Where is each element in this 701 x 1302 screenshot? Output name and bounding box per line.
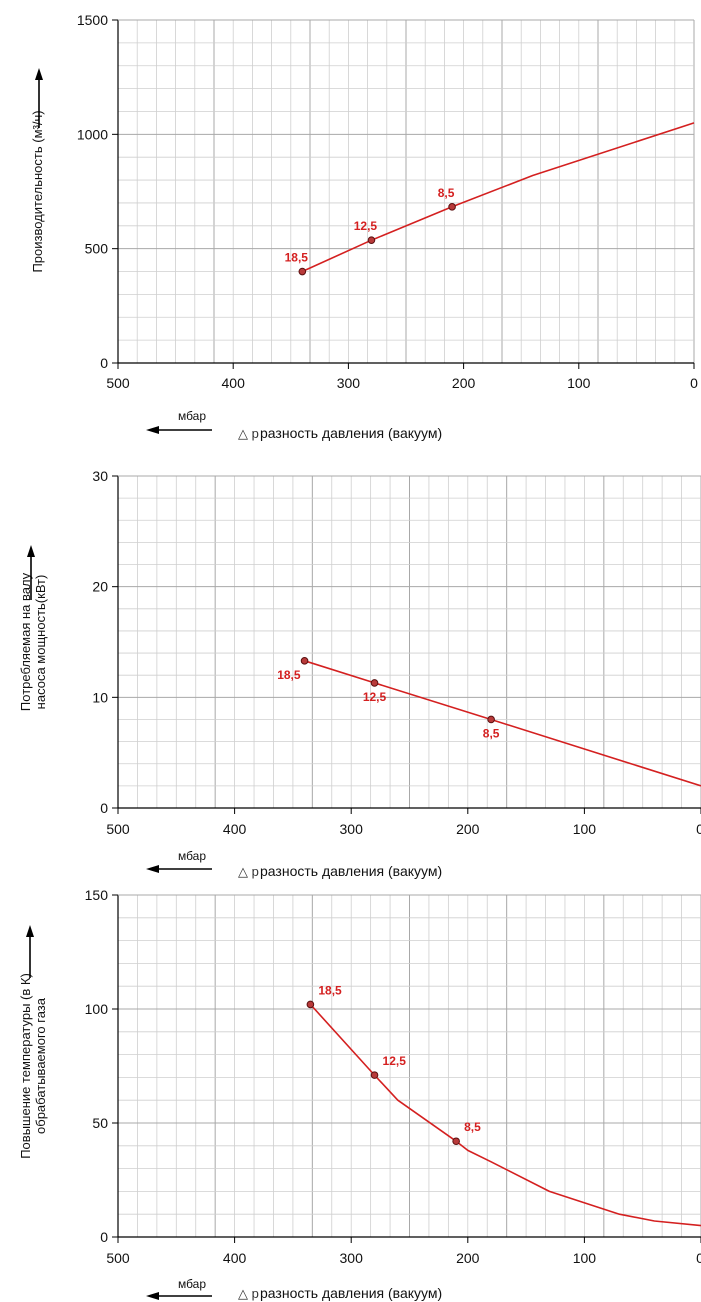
data-point (306, 1000, 315, 1009)
grid (117, 475, 701, 809)
data-point (300, 657, 309, 665)
x-direction-arrowhead (146, 1292, 159, 1300)
series-line (309, 1003, 701, 1227)
y-tick-label: 0 (100, 355, 108, 371)
x-unit-label: мбар (178, 409, 206, 423)
x-tick-label: 400 (223, 821, 247, 837)
x-axis-symbol: △ p (238, 426, 259, 441)
x-tick-label: 200 (456, 821, 480, 837)
y-tick-label: 20 (92, 579, 108, 595)
x-axis-label: разность давления (вакуум) (260, 425, 442, 441)
x-tick-label: 0 (690, 375, 698, 391)
x-tick-label: 400 (222, 375, 246, 391)
y-axis-label: Производительность (м³/ч) (30, 110, 45, 272)
chart-3: 0 50 100 150 500 400 300 200 100 0 мбар △ p разность… (18, 887, 701, 1301)
x-tick-label: 100 (573, 821, 597, 837)
chart-2: 0 10 20 30 500 400 300 200 100 0 мбар △ p разность д… (18, 468, 701, 879)
x-tick-label: 300 (337, 375, 361, 391)
y-tick-label: 50 (92, 1115, 108, 1131)
y-direction-arrowhead (27, 545, 35, 557)
x-tick-label: 500 (106, 375, 130, 391)
y-axis-label: насоса мощность(кВт) (33, 575, 48, 710)
x-tick-label: 500 (106, 1250, 130, 1266)
x-direction-arrowhead (146, 426, 159, 434)
y-tick-label: 10 (92, 689, 108, 705)
x-tick-label: 500 (106, 821, 130, 837)
data-point (370, 1071, 379, 1079)
x-tick-label: 200 (452, 375, 476, 391)
grid (117, 894, 701, 1238)
data-label: 12,5 (354, 219, 378, 233)
x-axis-symbol: △ p (238, 864, 259, 879)
x-tick-label: 300 (340, 1250, 364, 1266)
series-line (304, 660, 701, 787)
x-tick-label: 300 (340, 821, 364, 837)
x-unit-label: мбар (178, 849, 206, 863)
data-label: 12,5 (363, 690, 387, 704)
x-tick-label: 0 (696, 821, 701, 837)
y-axis-label: Потребляемая на валу (18, 572, 33, 711)
x-tick-label: 100 (573, 1250, 597, 1266)
data-point (370, 679, 379, 687)
x-tick-label: 0 (696, 1250, 701, 1266)
x-tick-label: 400 (223, 1250, 247, 1266)
y-direction-arrowhead (35, 68, 43, 80)
y-tick-label: 0 (100, 800, 108, 816)
y-tick-label: 500 (85, 241, 109, 257)
y-tick-label: 0 (100, 1229, 108, 1245)
x-unit-label: мбар (178, 1277, 206, 1291)
data-label: 12,5 (383, 1054, 407, 1068)
data-label: 8,5 (464, 1120, 481, 1134)
data-point (452, 1137, 460, 1146)
y-tick-label: 30 (92, 468, 108, 484)
y-axis-label: обрабатываемого газа (33, 997, 48, 1134)
data-label: 18,5 (277, 668, 301, 682)
x-tick-label: 100 (567, 375, 591, 391)
y-tick-label: 100 (85, 1001, 109, 1017)
x-direction-arrowhead (146, 865, 159, 873)
y-tick-label: 1500 (77, 12, 108, 28)
data-point (487, 715, 495, 724)
data-label: 8,5 (438, 186, 455, 200)
x-axis-symbol: △ p (238, 1286, 259, 1301)
data-point (367, 236, 376, 245)
y-axis-label: Повышение температуры (в К) (18, 973, 33, 1159)
y-tick-label: 150 (85, 887, 109, 903)
y-tick-label: 1000 (77, 126, 108, 142)
x-axis-label: разность давления (вакуум) (260, 863, 442, 879)
x-tick-label: 200 (456, 1250, 480, 1266)
y-direction-arrowhead (26, 925, 34, 937)
data-point (298, 267, 307, 276)
grid (117, 19, 695, 364)
data-point (448, 203, 456, 211)
data-label: 18,5 (318, 983, 342, 997)
series-line (301, 122, 695, 273)
data-label: 18,5 (285, 251, 309, 265)
x-axis-label: разность давления (вакуум) (260, 1285, 442, 1301)
data-label: 8,5 (483, 726, 500, 740)
